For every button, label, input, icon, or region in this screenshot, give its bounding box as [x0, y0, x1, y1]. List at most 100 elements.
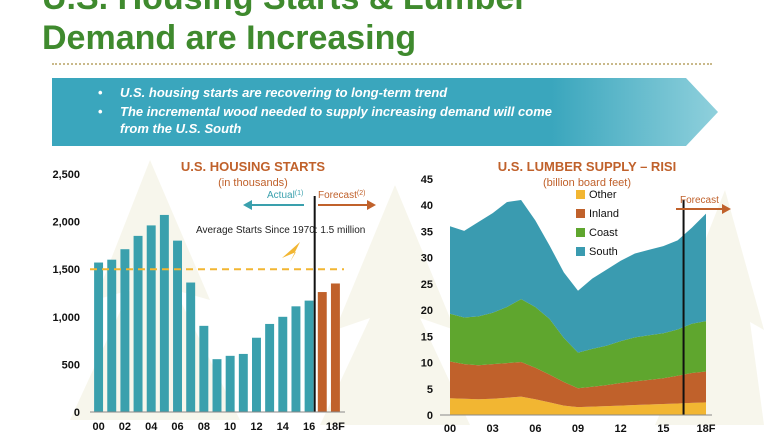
forecast-arrow-icon — [722, 204, 731, 214]
bar-00 — [94, 262, 104, 412]
bar-06 — [173, 240, 182, 412]
x-tick-label: 16 — [303, 421, 315, 432]
bar-13 — [265, 323, 275, 412]
forecast-arrow-icon — [367, 200, 376, 210]
x-tick-label: 14 — [277, 421, 290, 432]
stacked-areas — [450, 200, 706, 415]
bar-05 — [159, 214, 169, 412]
legend-label: Inland — [589, 208, 619, 220]
bullet-text-2: The incremental wood needed to supply in… — [120, 104, 552, 119]
bar-07 — [186, 282, 196, 412]
x-tick-label: 18F — [697, 423, 716, 432]
area-coast — [450, 299, 706, 389]
legend-swatch-inland — [576, 209, 585, 218]
bars — [94, 214, 340, 412]
x-axis-ticks: 00 03 06 09 12 15 18F — [444, 423, 716, 432]
legend: Other Inland Coast South — [576, 189, 619, 258]
x-tick-label: 09 — [572, 423, 584, 432]
bullet-text-1: U.S. housing starts are recovering to lo… — [120, 85, 448, 100]
legend-swatch-other — [576, 190, 585, 199]
x-axis-ticks: 00 02 04 06 08 10 12 14 16 18F — [92, 421, 345, 432]
title-divider — [52, 63, 712, 65]
bar-10 — [225, 355, 235, 412]
y-tick-label: 30 — [421, 253, 433, 265]
forecast-label: Forecast — [680, 195, 719, 206]
bar-01 — [107, 259, 117, 412]
bullet-banner — [52, 78, 718, 146]
x-tick-label: 02 — [119, 421, 131, 432]
x-tick-label: 12 — [250, 421, 262, 432]
bar-02 — [120, 249, 130, 412]
bar-17 — [317, 292, 327, 412]
x-tick-label: 10 — [224, 421, 236, 432]
y-tick-label: 40 — [421, 200, 433, 212]
x-tick-label: 18F — [326, 421, 345, 432]
y-tick-label: 25 — [421, 279, 433, 291]
y-tick-label: 10 — [421, 358, 433, 370]
bar-16 — [304, 300, 314, 412]
y-axis-ticks: 0 5 10 15 20 25 30 35 40 45 — [421, 174, 433, 422]
bullet-dot: • — [98, 104, 103, 119]
actual-arrow-icon — [243, 200, 252, 210]
y-tick-label: 2,000 — [52, 217, 80, 229]
x-tick-label: 06 — [529, 423, 541, 432]
average-arrow-icon — [282, 242, 300, 262]
tree-shape-middle — [320, 185, 470, 425]
y-axis-ticks: 0 500 1,000 1,500 2,000 2,500 — [52, 169, 80, 419]
bullet-item: • The incremental wood needed to supply i… — [98, 104, 552, 120]
y-tick-label: 45 — [421, 174, 433, 186]
bullet-text-3: from the U.S. South — [120, 121, 242, 136]
housing-starts-chart: U.S. HOUSING STARTS (in thousands) 0 500 1… — [52, 159, 376, 432]
bar-11 — [238, 353, 248, 412]
actual-label: Actual(1) — [267, 190, 303, 201]
bar-04 — [146, 225, 156, 412]
x-tick-label: 00 — [444, 423, 456, 432]
bar-15 — [291, 306, 301, 412]
y-tick-label: 0 — [427, 410, 433, 422]
legend-swatch-coast — [576, 228, 585, 237]
bullet-item: • U.S. housing starts are recovering to l… — [98, 85, 447, 101]
legend-label: Other — [589, 189, 617, 201]
x-tick-label: 12 — [615, 423, 627, 432]
bullet-item: from the U.S. South — [120, 121, 241, 137]
y-tick-label: 5 — [427, 384, 433, 396]
bullet-dot: • — [98, 85, 103, 100]
slide-title-line2: Demand are Increasing — [42, 19, 417, 57]
y-tick-label: 1,500 — [52, 264, 80, 276]
y-tick-label: 500 — [62, 359, 80, 371]
chart-title: U.S. LUMBER SUPPLY – RISI — [498, 159, 676, 174]
legend-label: Coast — [589, 227, 618, 239]
area-south — [450, 200, 706, 353]
y-tick-label: 15 — [421, 331, 433, 343]
x-tick-label: 03 — [487, 423, 499, 432]
bar-03 — [133, 235, 143, 412]
x-tick-label: 15 — [657, 423, 669, 432]
lumber-supply-chart: U.S. LUMBER SUPPLY – RISI (billion board… — [421, 159, 731, 432]
chart-subtitle: (billion board feet) — [543, 177, 631, 189]
x-tick-label: 08 — [198, 421, 210, 432]
bar-12 — [252, 337, 261, 412]
legend-label: South — [589, 246, 618, 258]
area-inland — [450, 361, 706, 408]
area-other — [450, 396, 706, 415]
x-tick-label: 06 — [171, 421, 183, 432]
y-tick-label: 35 — [421, 226, 433, 238]
chart-title: U.S. HOUSING STARTS — [181, 159, 326, 174]
bar-18F — [330, 283, 340, 412]
x-tick-label: 00 — [92, 421, 104, 432]
banner-arrow-shape — [52, 78, 718, 146]
average-starts-label: Average Starts Since 1970: 1.5 million — [196, 225, 365, 236]
x-tick-label: 04 — [145, 421, 158, 432]
slide-title-line1: U.S. Housing Starts & Lumber — [42, 0, 528, 16]
bar-09 — [212, 359, 222, 412]
bar-14 — [278, 316, 288, 412]
forecast-label: Forecast(2) — [318, 190, 365, 201]
y-tick-label: 20 — [421, 305, 433, 317]
bar-08 — [199, 325, 209, 412]
y-tick-label: 2,500 — [52, 169, 80, 181]
legend-swatch-south — [576, 247, 585, 256]
y-tick-label: 1,000 — [52, 312, 80, 324]
chart-subtitle: (in thousands) — [218, 177, 288, 189]
y-tick-label: 0 — [74, 407, 80, 419]
